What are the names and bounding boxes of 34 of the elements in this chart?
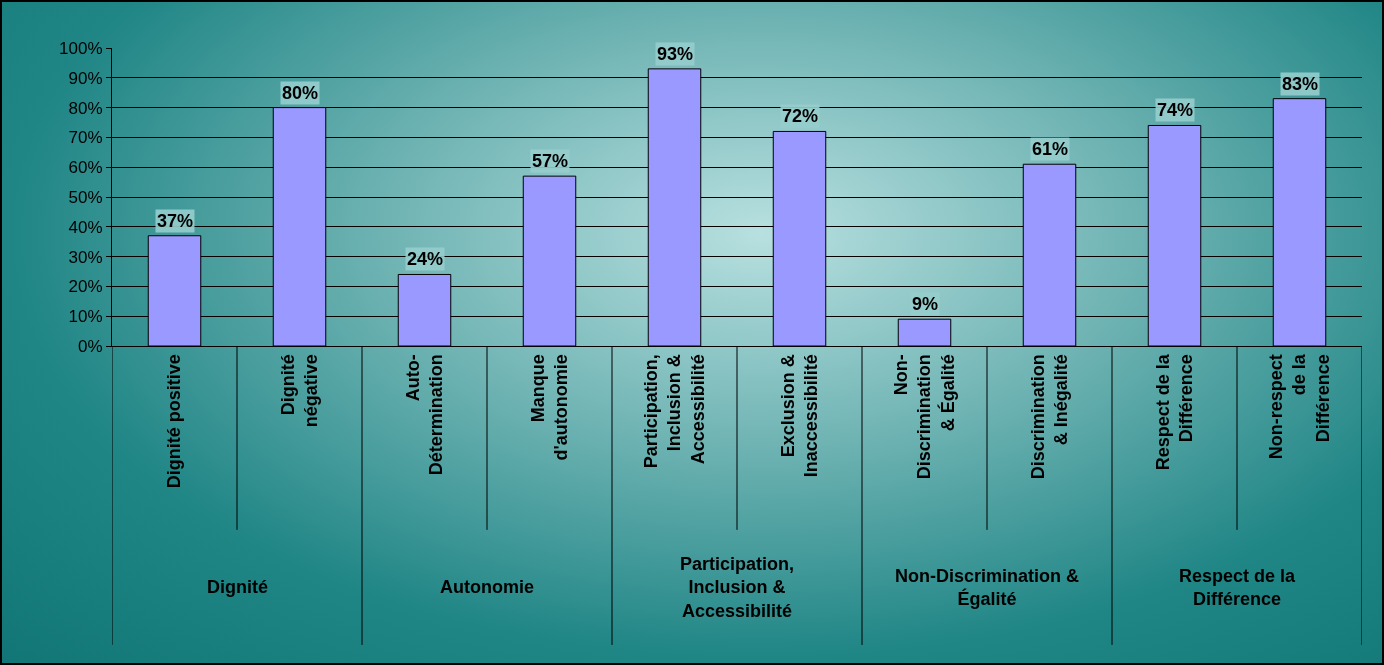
y-tick-label: 100%: [59, 38, 103, 58]
data-label: 74%: [1157, 100, 1194, 120]
x-tick-label: Non- Discrimination & Égalité: [890, 354, 958, 480]
y-tick-label: 40%: [68, 217, 103, 237]
y-tick-label: 60%: [68, 158, 103, 178]
x-tick-label: Respect de la Différence: [1152, 353, 1197, 471]
y-tick-label: 50%: [68, 187, 103, 207]
data-label: 72%: [782, 106, 819, 126]
data-label: 80%: [282, 83, 319, 103]
x-tick-label: Discrimination & Inégalité: [1027, 354, 1072, 480]
data-label: 57%: [532, 151, 569, 171]
data-label: 83%: [1282, 74, 1319, 94]
x-tick-label: Manque d'autonomie: [527, 354, 572, 461]
x-tick-label: Dignité positive: [164, 354, 185, 489]
data-label: 37%: [157, 211, 194, 231]
y-tick-label: 70%: [68, 128, 103, 148]
y-tick-label: 20%: [68, 277, 103, 297]
x-tick-label: Exclusion & Inaccessibilité: [777, 354, 822, 478]
data-label: 61%: [1032, 139, 1069, 159]
text: Autonomie: [440, 577, 534, 597]
y-tick-label: 80%: [68, 98, 103, 118]
text: Non-Discrimination & Égalité: [895, 566, 1080, 610]
x-tick-label: Non-respect de la Différence: [1265, 353, 1333, 460]
y-tick-label: 90%: [68, 68, 103, 88]
text: Respect de la Différence: [1179, 566, 1297, 610]
data-label: 24%: [407, 249, 444, 269]
y-tick-label: 30%: [68, 247, 103, 267]
data-label: 9%: [912, 294, 939, 314]
text: Dignité: [207, 577, 268, 597]
text: Participation, Inclusion & Accessibilité: [680, 554, 795, 621]
data-label: 93%: [657, 44, 694, 64]
y-tick-label: 0%: [78, 336, 103, 356]
x-tick-label: Dignité négative: [277, 354, 322, 428]
y-tick-label: 10%: [68, 307, 103, 327]
